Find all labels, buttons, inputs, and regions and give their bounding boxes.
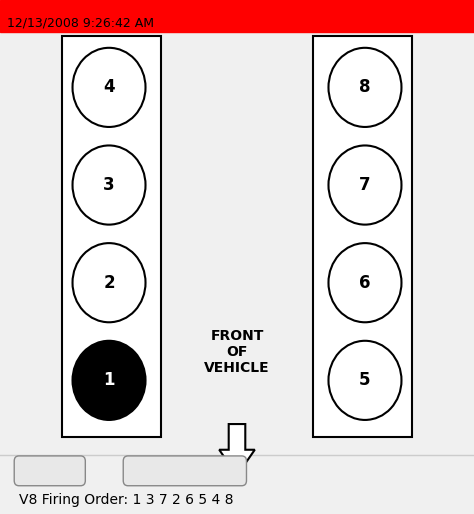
Text: 1: 1 (103, 371, 115, 390)
Text: 2: 2 (103, 273, 115, 292)
Circle shape (73, 145, 146, 225)
Text: 8: 8 (359, 78, 371, 97)
Bar (62, 36, 161, 437)
Text: 5: 5 (359, 371, 371, 390)
Text: 6: 6 (359, 273, 371, 292)
Circle shape (73, 243, 146, 322)
Text: FRONT
OF
VEHICLE: FRONT OF VEHICLE (204, 329, 270, 375)
Text: 4: 4 (103, 78, 115, 97)
Text: 12/13/2008 9:26:42 AM: 12/13/2008 9:26:42 AM (7, 17, 154, 30)
Text: 7: 7 (359, 176, 371, 194)
Circle shape (73, 48, 146, 127)
Text: Zoom: Zoom (35, 466, 65, 476)
FancyBboxPatch shape (123, 456, 246, 486)
Circle shape (328, 243, 401, 322)
Circle shape (328, 145, 401, 225)
Circle shape (73, 341, 146, 420)
Text: 3: 3 (103, 176, 115, 194)
Bar (313, 36, 412, 437)
Text: V8 Firing Order: 1 3 7 2 6 5 4 8: V8 Firing Order: 1 3 7 2 6 5 4 8 (19, 492, 234, 507)
Text: Sized for Print: Sized for Print (148, 466, 221, 476)
Circle shape (328, 48, 401, 127)
FancyArrow shape (219, 424, 255, 475)
Circle shape (328, 341, 401, 420)
FancyBboxPatch shape (14, 456, 85, 486)
